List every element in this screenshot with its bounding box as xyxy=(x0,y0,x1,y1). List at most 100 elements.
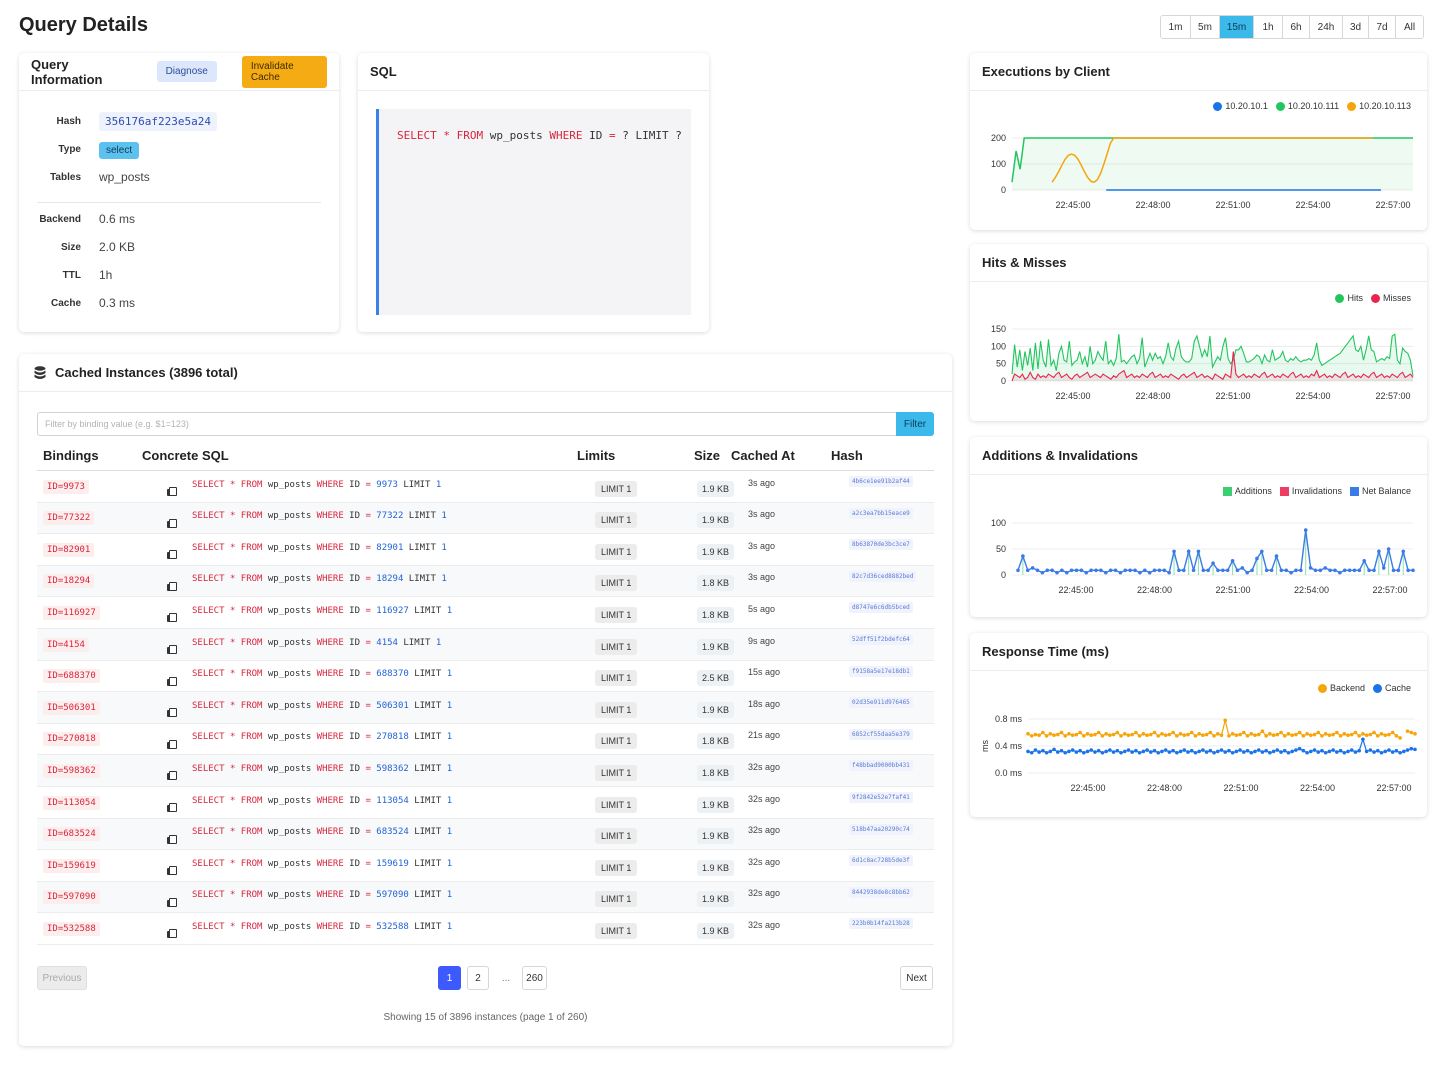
legend-item-cache[interactable]: Cache xyxy=(1372,683,1411,693)
cached-instances-title: Cached Instances (3896 total) xyxy=(55,365,238,380)
copy-icon[interactable] xyxy=(167,676,177,686)
time-range-6h-button[interactable]: 6h xyxy=(1283,16,1310,38)
row-hash[interactable]: 82c7d36ced8882bed xyxy=(849,570,917,582)
copy-icon[interactable] xyxy=(167,550,177,560)
time-range-all-button[interactable]: All xyxy=(1396,16,1423,38)
table-row[interactable]: ID=4154 SELECT * FROM wp_posts WHERE ID =… xyxy=(37,629,934,661)
legend-item-additions[interactable]: Additions xyxy=(1222,486,1272,496)
column-header-hash[interactable]: Hash xyxy=(831,448,863,463)
data-point xyxy=(1349,732,1354,737)
invalidate-cache-button[interactable]: Invalidate Cache xyxy=(241,55,327,88)
legend-item-hits[interactable]: Hits xyxy=(1335,293,1363,303)
copy-icon[interactable] xyxy=(167,708,177,718)
row-hash[interactable]: 52dff51f2bdefc64 xyxy=(849,634,913,645)
column-header-cached-at[interactable]: Cached At xyxy=(731,448,795,463)
copy-icon[interactable] xyxy=(167,803,177,812)
row-hash[interactable]: 6d1c8ac728b5de3f xyxy=(849,855,913,867)
table-row[interactable]: ID=597090 SELECT * FROM wp_posts WHERE ID… xyxy=(37,881,934,914)
copy-icon[interactable] xyxy=(167,487,177,496)
data-point xyxy=(1070,748,1075,752)
row-hash[interactable]: 8b63870de3bc3ce7 xyxy=(849,539,913,551)
time-range-1m-button[interactable]: 1m xyxy=(1161,16,1191,38)
copy-icon[interactable] xyxy=(167,645,177,654)
table-row[interactable]: ID=683524 SELECT * FROM wp_posts WHERE ID… xyxy=(37,818,934,851)
sql-limit-value: 1 xyxy=(446,890,453,901)
table-row[interactable]: ID=532588 SELECT * FROM wp_posts WHERE ID… xyxy=(37,913,934,945)
table-row[interactable]: ID=688370 SELECT * FROM wp_posts WHERE ID… xyxy=(37,661,934,693)
copy-icon[interactable] xyxy=(167,613,177,623)
table-row[interactable]: ID=77322 SELECT * FROM wp_posts WHERE ID … xyxy=(37,502,934,535)
data-point xyxy=(1033,748,1038,752)
row-hash[interactable]: 6852cf55daa5e379 xyxy=(849,728,913,740)
data-point xyxy=(1338,748,1343,753)
copy-icon[interactable] xyxy=(167,739,177,749)
row-hash[interactable]: 9f2842e52e7faf41 xyxy=(849,792,913,803)
sql-limit-value: 1 xyxy=(446,732,453,743)
copy-icon[interactable] xyxy=(167,929,177,939)
diagnose-button[interactable]: Diagnose xyxy=(156,61,217,82)
copy-icon[interactable] xyxy=(167,518,177,528)
copy-icon[interactable] xyxy=(167,866,177,876)
row-hash[interactable]: a2c3ea7bb15eace9 xyxy=(849,507,913,519)
filter-input[interactable] xyxy=(37,412,896,436)
row-hash[interactable]: 518b47aa20290c74 xyxy=(849,823,913,835)
data-point xyxy=(1050,568,1054,573)
row-hash[interactable]: 223b0b14fa213b28 xyxy=(849,918,913,930)
copy-icon[interactable] xyxy=(167,771,177,781)
row-hash[interactable]: 02d35e911d976465 xyxy=(849,697,913,709)
page-1-button[interactable]: 1 xyxy=(438,966,461,990)
page-260-button[interactable]: 260 xyxy=(522,966,547,990)
data-point xyxy=(1204,732,1209,737)
legend-item-10-20-10-113[interactable]: 10.20.10.113 xyxy=(1347,101,1411,111)
table-row[interactable]: ID=18294 SELECT * FROM wp_posts WHERE ID … xyxy=(37,565,934,598)
time-range-24h-button[interactable]: 24h xyxy=(1310,16,1343,38)
column-header-bindings[interactable]: Bindings xyxy=(43,448,99,463)
data-point xyxy=(1383,733,1388,737)
table-row[interactable]: ID=82901 SELECT * FROM wp_posts WHERE ID … xyxy=(37,534,934,566)
table-row[interactable]: ID=506301 SELECT * FROM wp_posts WHERE ID… xyxy=(37,692,934,724)
column-header-concrete-sql[interactable]: Concrete SQL xyxy=(142,448,229,463)
table-row[interactable]: ID=270818 SELECT * FROM wp_posts WHERE ID… xyxy=(37,724,934,756)
executions-chart-card: Executions by Client 10.20.10.1 10.20.10.… xyxy=(970,53,1427,230)
table-row[interactable]: ID=113054 SELECT * FROM wp_posts WHERE ID… xyxy=(37,787,934,819)
page-2-button[interactable]: 2 xyxy=(467,966,489,990)
data-point xyxy=(1219,748,1224,752)
row-hash[interactable]: 8442938de8c8bb62 xyxy=(849,886,913,898)
table-row[interactable]: ID=9973 SELECT * FROM wp_posts WHERE ID =… xyxy=(37,471,934,503)
column-header-size[interactable]: Size xyxy=(694,448,721,463)
row-hash[interactable]: f48bbad9000bb431 xyxy=(849,760,913,772)
copy-icon[interactable] xyxy=(167,834,177,844)
row-hash[interactable]: 4b6ce1ee91b2af44 xyxy=(849,476,913,487)
legend-item-invalidations[interactable]: Invalidations xyxy=(1279,486,1342,496)
data-point xyxy=(1030,566,1035,570)
time-range-5m-button[interactable]: 5m xyxy=(1191,16,1220,38)
filter-button[interactable]: Filter xyxy=(896,412,934,436)
size-badge: 1.9 KB xyxy=(697,512,735,529)
sql-text: wp_posts xyxy=(483,129,550,142)
table-row[interactable]: ID=598362 SELECT * FROM wp_posts WHERE ID… xyxy=(37,755,934,787)
data-point xyxy=(1152,748,1157,753)
legend-item-10-20-10-1[interactable]: 10.20.10.1 xyxy=(1213,101,1268,111)
time-range-7d-button[interactable]: 7d xyxy=(1369,16,1396,38)
time-range-3d-button[interactable]: 3d xyxy=(1343,16,1369,38)
legend-item-backend[interactable]: Backend xyxy=(1317,683,1365,693)
concrete-sql: SELECT * FROM wp_posts WHERE ID = 18294 … xyxy=(192,574,447,585)
legend-item-misses[interactable]: Misses xyxy=(1370,293,1411,303)
sql-code-block[interactable]: SELECT * FROM wp_posts WHERE ID = ? LIMI… xyxy=(376,109,691,315)
previous-page-button[interactable]: Previous xyxy=(37,966,87,990)
data-point xyxy=(1211,561,1215,565)
copy-icon[interactable] xyxy=(167,581,177,591)
column-header-limits[interactable]: Limits xyxy=(577,448,616,463)
next-page-button[interactable]: Next xyxy=(900,966,933,990)
table-row[interactable]: ID=116927 SELECT * FROM wp_posts WHERE ID… xyxy=(37,597,934,629)
row-hash[interactable]: d8747e6c6db5bced xyxy=(849,602,913,614)
time-range-15m-button[interactable]: 15m xyxy=(1220,16,1254,38)
copy-icon[interactable] xyxy=(167,897,177,907)
legend-item-10-20-10-111[interactable]: 10.20.10.111 xyxy=(1275,101,1339,111)
row-hash[interactable]: f9158a5e17e18db1 xyxy=(849,665,913,677)
legend-item-net-balance[interactable]: Net Balance xyxy=(1349,486,1411,496)
sql-limit-value: 1 xyxy=(441,542,447,553)
table-row[interactable]: ID=159619 SELECT * FROM wp_posts WHERE ID… xyxy=(37,850,934,882)
time-range-1h-button[interactable]: 1h xyxy=(1254,16,1283,38)
response-time-chart-header: Response Time (ms) xyxy=(970,633,1427,671)
